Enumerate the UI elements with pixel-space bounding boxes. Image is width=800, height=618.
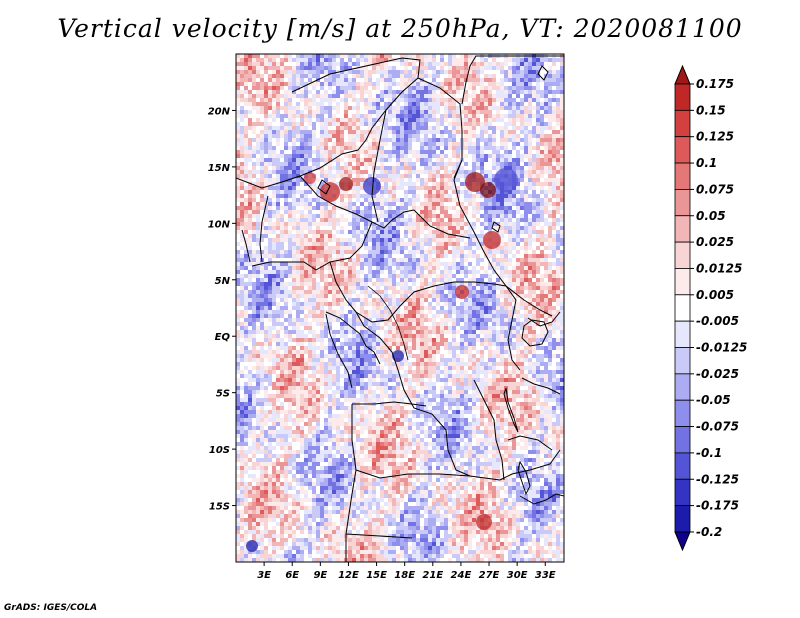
- longitude-axis: 3E 6E 9E 12E 15E 18E 21E 24E 27E 30E 33E: [257, 562, 556, 581]
- congo-river: [367, 285, 409, 361]
- colorbar-swatch: [674, 505, 691, 533]
- colorbar-label: 0.025: [696, 235, 734, 249]
- colorbar-bottom-arrow: [674, 531, 691, 552]
- lon-tick-label: 27E: [479, 570, 500, 581]
- colorbar: 0.175 0.15 0.125 0.1 0.075 0.05 0.025 0.0125 0.0…: [674, 64, 747, 552]
- colorbar-swatch: [674, 241, 691, 269]
- lon-tick-label: 6E: [285, 570, 299, 581]
- lon-tick-label: 9E: [313, 570, 327, 581]
- colorbar-label: -0.075: [696, 420, 739, 434]
- colorbar-label: 0.175: [696, 77, 734, 91]
- colorbar-swatch: [674, 426, 691, 454]
- colorbar-label: -0.025: [696, 367, 739, 381]
- map-frame: [235, 53, 565, 563]
- colorbar-label: -0.2: [696, 525, 722, 539]
- colorbar-swatch: [674, 188, 691, 217]
- lon-tick-label: 21E: [422, 570, 443, 581]
- colorbar-label: 0.075: [696, 182, 734, 196]
- lon-tick-label: 24E: [451, 570, 472, 581]
- colorbar-swatch: [674, 347, 691, 375]
- colorbar-swatch: [674, 320, 691, 348]
- lat-tick-label: 15N: [208, 163, 231, 174]
- colorbar-swatch: [674, 215, 691, 243]
- colorbar-swatch: [674, 83, 691, 111]
- lon-tick-label: 3E: [257, 570, 271, 581]
- colorbar-top-arrow: [674, 64, 691, 85]
- lat-tick-label: 5N: [215, 276, 231, 287]
- colorbar-label: -0.175: [696, 499, 739, 513]
- lon-tick-label: 30E: [507, 570, 528, 581]
- colorbar-swatch: [674, 399, 691, 427]
- velocity-field: [236, 54, 564, 562]
- colorbar-swatch: [674, 162, 691, 190]
- latitude-axis: 20N 15N 10N 5N EQ 5S 10S 15S: [208, 106, 236, 513]
- lon-tick-label: 12E: [338, 570, 359, 581]
- colorbar-swatch: [674, 452, 691, 480]
- lat-tick-label: 5S: [216, 389, 230, 400]
- colorbar-swatch: [674, 373, 691, 401]
- colorbar-label: -0.05: [696, 393, 731, 407]
- colorbar-swatch: [674, 478, 691, 507]
- lat-tick-label: 15S: [209, 502, 230, 513]
- lakes: [317, 65, 549, 496]
- colorbar-swatch: [674, 294, 691, 322]
- colorbar-label: 0.0125: [696, 261, 742, 275]
- lat-tick-label: EQ: [215, 332, 231, 343]
- colorbar-label: -0.125: [696, 472, 739, 486]
- lon-tick-label: 15E: [366, 570, 387, 581]
- colorbar-label: -0.005: [696, 314, 739, 328]
- colorbar-label: -0.1: [696, 446, 722, 460]
- colorbar-label: 0.05: [696, 209, 726, 223]
- colorbar-label: -0.0125: [696, 341, 747, 355]
- colorbar-swatch: [674, 109, 691, 138]
- lon-tick-label: 33E: [535, 570, 556, 581]
- lon-tick-label: 18E: [394, 570, 415, 581]
- colorbar-label: 0.125: [696, 130, 734, 144]
- grads-credit: GrADS: IGES/COLA: [4, 603, 98, 613]
- colorbar-label: 0.005: [696, 288, 734, 302]
- colorbar-label: 0.15: [696, 103, 726, 117]
- country-borders: [236, 55, 564, 562]
- chart-title: Vertical velocity [m/s] at 250hPa, VT: 2…: [57, 14, 743, 43]
- colorbar-swatch: [674, 136, 691, 164]
- lat-tick-label: 10S: [209, 445, 230, 456]
- colorbar-label: 0.1: [696, 156, 717, 170]
- lat-tick-label: 20N: [208, 106, 231, 117]
- lat-tick-label: 10N: [208, 219, 231, 230]
- colorbar-swatch: [674, 268, 691, 296]
